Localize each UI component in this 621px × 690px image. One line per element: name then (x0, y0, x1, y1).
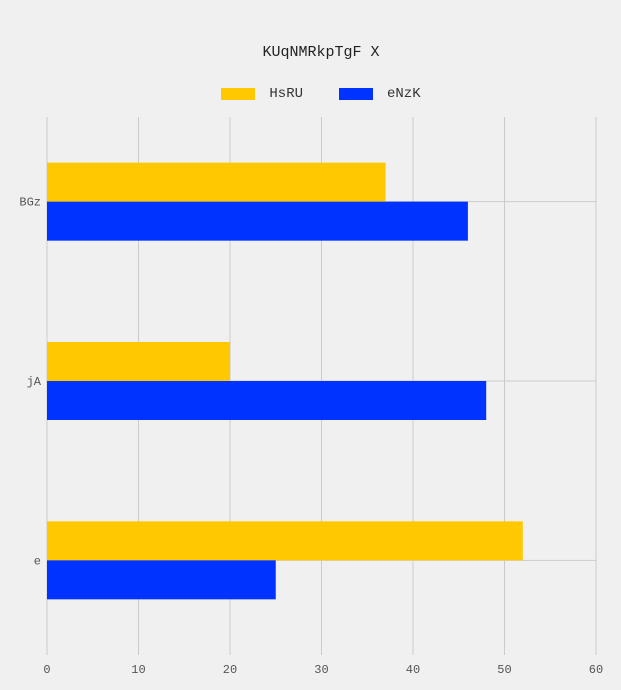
y-tick-label: BGz (19, 196, 41, 210)
x-tick-label: 30 (314, 663, 328, 677)
chart-title: KUqNMRkpTgF X (262, 44, 380, 61)
x-tick-label: 50 (497, 663, 511, 677)
y-tick-label: jA (27, 375, 42, 389)
legend-item-series-1[interactable]: HsRU (221, 86, 303, 102)
legend-swatch (221, 88, 256, 100)
bar-eNzK-BGz (47, 201, 468, 241)
bar-HsRU-BGz (47, 162, 386, 202)
bar-HsRU-e (47, 521, 523, 561)
y-tick-label: e (34, 554, 41, 568)
legend-label: HsRU (269, 86, 303, 102)
bar-HsRU-jA (47, 342, 230, 381)
x-tick-label: 20 (223, 663, 237, 677)
bar-layer (47, 162, 523, 600)
x-tick-label: 60 (589, 663, 603, 677)
bar-eNzK-jA (47, 381, 487, 420)
legend: HsRU eNzK (0, 86, 621, 102)
tick-label-layer: 0 10 20 30 40 50 60 BGz jA e (19, 196, 603, 677)
x-tick-label: 10 (131, 663, 145, 677)
bar-eNzK-e (47, 560, 276, 600)
legend-item-series-2[interactable]: eNzK (339, 86, 421, 102)
legend-label: eNzK (387, 86, 421, 102)
legend-swatch (339, 88, 373, 100)
x-tick-label: 40 (406, 663, 420, 677)
x-tick-label: 0 (43, 663, 50, 677)
